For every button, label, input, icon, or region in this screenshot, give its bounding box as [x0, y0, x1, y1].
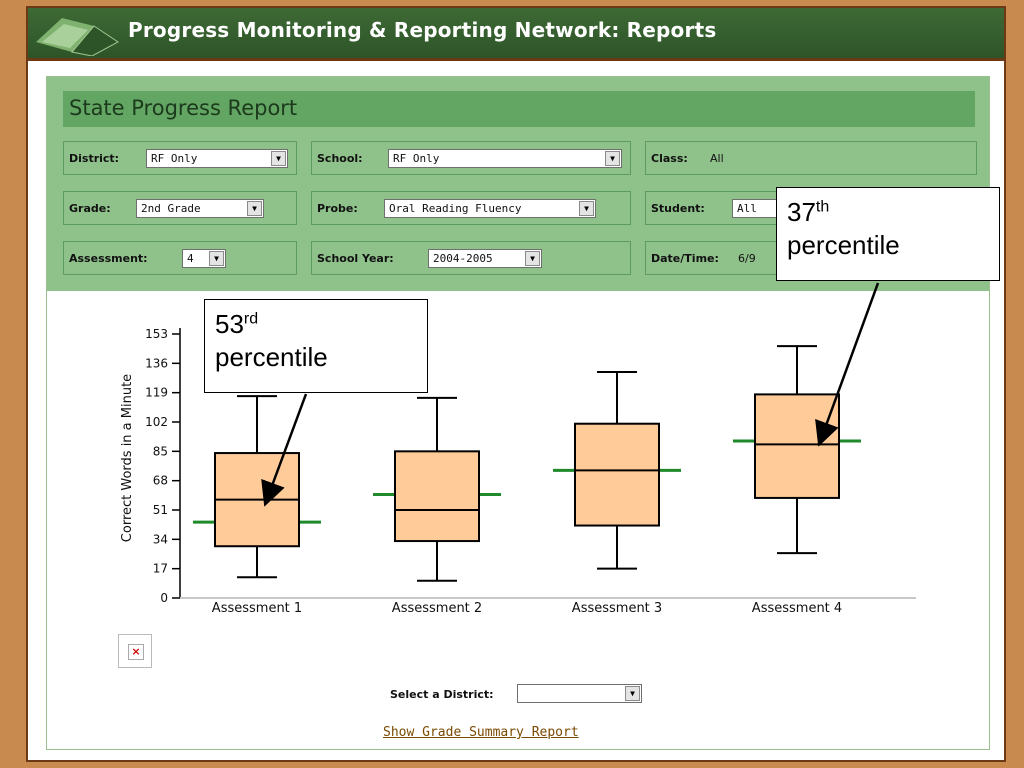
date-time-label: Date/Time:: [651, 252, 719, 265]
y-tick-label: 0: [160, 591, 168, 605]
probe-label: Probe:: [317, 202, 358, 215]
select-district-label: Select a District:: [390, 688, 494, 701]
y-tick-label: 51: [153, 503, 168, 517]
callout-37th-percentile: 37th percentile: [776, 187, 1000, 281]
y-tick-label: 85: [153, 444, 168, 458]
page-title: Progress Monitoring & Reporting Network:…: [128, 18, 717, 42]
chevron-down-icon[interactable]: ▼: [605, 151, 620, 166]
chevron-down-icon[interactable]: ▼: [579, 201, 594, 216]
school-year-field: School Year: 2004-2005 ▼: [311, 241, 631, 275]
assessment-field: Assessment: 4 ▼: [63, 241, 297, 275]
box: [394, 450, 480, 543]
school-select[interactable]: RF Only ▼: [388, 149, 622, 168]
school-label: School:: [317, 152, 363, 165]
class-value: All: [710, 152, 724, 165]
y-tick-label: 153: [145, 327, 168, 341]
probe-select[interactable]: Oral Reading Fluency ▼: [384, 199, 596, 218]
box: [574, 422, 660, 527]
district-select[interactable]: RF Only ▼: [146, 149, 288, 168]
student-select-value: All: [737, 202, 757, 215]
class-field: Class: All: [645, 141, 977, 175]
y-tick-label: 136: [145, 356, 168, 370]
callout-1-suffix: rd: [243, 310, 259, 328]
class-label: Class:: [651, 152, 688, 165]
y-axis-label: Correct Words in a Minute: [120, 374, 135, 542]
grade-select[interactable]: 2nd Grade ▼: [136, 199, 264, 218]
y-tick-label: 119: [145, 386, 168, 400]
callout-2-suffix: th: [815, 198, 830, 216]
y-tick-label: 102: [145, 415, 168, 429]
probe-field: Probe: Oral Reading Fluency ▼: [311, 191, 631, 225]
district-label: District:: [69, 152, 120, 165]
x-category-label: Assessment 3: [572, 601, 662, 616]
assessment-label: Assessment:: [69, 252, 148, 265]
chevron-down-icon[interactable]: ▼: [209, 251, 224, 266]
callout-2-number: 37: [787, 197, 816, 227]
grade-label: Grade:: [69, 202, 111, 215]
x-category-label: Assessment 4: [752, 601, 842, 616]
school-year-select-value: 2004-2005: [433, 252, 493, 265]
probe-select-value: Oral Reading Fluency: [389, 202, 522, 215]
school-year-select[interactable]: 2004-2005 ▼: [428, 249, 542, 268]
title-bar: Progress Monitoring & Reporting Network:…: [28, 8, 1004, 61]
chevron-down-icon[interactable]: ▼: [271, 151, 286, 166]
callout-1-number: 53: [215, 309, 244, 339]
select-district-dropdown[interactable]: ▼: [517, 684, 642, 703]
student-label: Student:: [651, 202, 705, 215]
x-category-label: Assessment 1: [212, 601, 302, 616]
assessment-select-value: 4: [187, 252, 194, 265]
district-field: District: RF Only ▼: [63, 141, 297, 175]
chevron-down-icon[interactable]: ▼: [525, 251, 540, 266]
y-tick-label: 17: [153, 562, 168, 576]
grade-field: Grade: 2nd Grade ▼: [63, 191, 297, 225]
x-category-label: Assessment 2: [392, 601, 482, 616]
assessment-select[interactable]: 4 ▼: [182, 249, 226, 268]
grade-select-value: 2nd Grade: [141, 202, 201, 215]
broken-image: ×: [118, 634, 152, 668]
school-select-value: RF Only: [393, 152, 440, 165]
report-title: State Progress Report: [69, 96, 298, 120]
school-field: School: RF Only ▼: [311, 141, 631, 175]
callout-53rd-percentile: 53rd percentile: [204, 299, 428, 393]
callout-2-text: percentile: [787, 229, 900, 260]
date-time-value: 6/9: [738, 252, 756, 265]
box: [754, 393, 840, 499]
chevron-down-icon[interactable]: ▼: [247, 201, 262, 216]
show-grade-summary-link[interactable]: Show Grade Summary Report: [383, 725, 579, 740]
y-tick-label: 68: [153, 474, 168, 488]
school-year-label: School Year:: [317, 252, 394, 265]
chevron-down-icon[interactable]: ▼: [625, 686, 640, 701]
book-logo-icon: [36, 18, 119, 56]
y-tick-label: 34: [153, 532, 168, 546]
district-select-value: RF Only: [151, 152, 198, 165]
broken-image-icon: ×: [128, 644, 144, 660]
callout-1-text: percentile: [215, 341, 328, 372]
report-header: State Progress Report: [63, 91, 975, 127]
